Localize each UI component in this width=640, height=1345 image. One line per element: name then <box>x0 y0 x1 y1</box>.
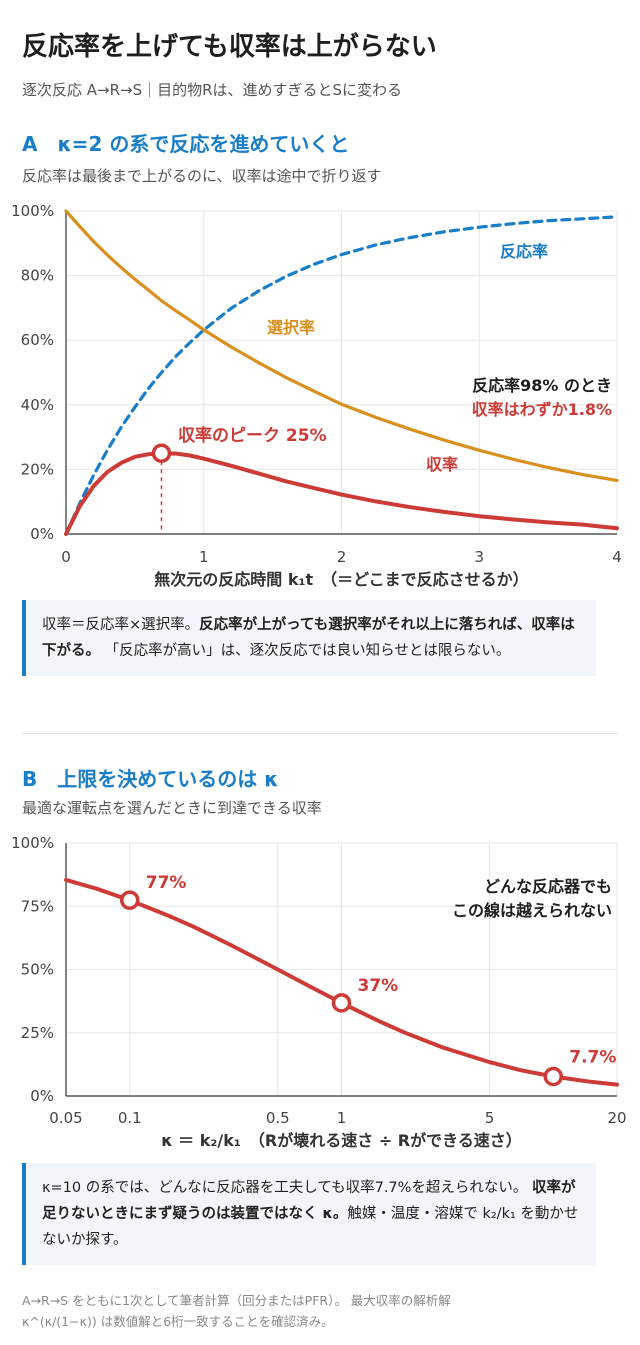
y-tick-label: 0% <box>30 525 54 543</box>
chart-a: 0% 20% 40% 60% 80% 100% 0 1 2 3 4 無次元の反応時間 k₁t （＝どこ… <box>11 202 622 589</box>
data-point-marker <box>543 1066 564 1087</box>
x-tick-label: 0.1 <box>118 1109 142 1127</box>
data-point-label: 77% <box>146 873 187 893</box>
x-tick-label: 1 <box>337 1109 347 1127</box>
y-tick-label: 75% <box>21 897 54 915</box>
label-yield: 収率 <box>426 455 458 474</box>
callout-line1: どんな反応器でも <box>484 877 612 896</box>
x-tick-label: 3 <box>474 548 484 566</box>
data-point-label: 37% <box>358 976 399 996</box>
x-axis-label: κ ＝ k₂/k₁ （Rが壊れる速さ ÷ Rができる速さ） <box>161 1131 522 1150</box>
peak-label: 収率のピーク 25% <box>178 425 327 446</box>
y-tick-label: 25% <box>21 1024 54 1042</box>
note-b-text3: 触媒・温度・溶媒で k₂/k₁ を動かせないか探す。 <box>42 1206 579 1248</box>
note-a-text3: 「反応率が高い」は、逐次反応では良い知らせとは限らない。 <box>104 643 511 659</box>
label-conversion: 反応率 <box>500 242 548 261</box>
section-b-heading: B 上限を決めているのは κ <box>22 767 279 791</box>
series-line-conversion <box>64 215 619 536</box>
callout-line2: 収率はわずか1.8% <box>472 400 612 419</box>
x-axis-label: 無次元の反応時間 k₁t （＝どこまで反応させるか） <box>154 570 528 589</box>
x-tick-label: 2 <box>337 548 347 566</box>
x-tick-label: 0 <box>61 548 71 566</box>
data-point-marker <box>331 993 352 1013</box>
page-subtitle: 逐次反応 A→R→S｜目的物Rは、進めすぎるとSに変わる <box>22 81 403 99</box>
y-tick-label: 100% <box>11 202 54 220</box>
chart-b: 0% 25% 50% 75% 100% 0.05 0.1 0.5 1 5 20 κ ＝ k₂/k₁ （… <box>11 834 626 1150</box>
callout-line2: この線は越えられない <box>452 901 612 920</box>
x-tick-label: 1 <box>199 548 209 566</box>
x-tick-label: 4 <box>612 548 622 566</box>
x-tick-label: 5 <box>485 1109 495 1127</box>
note-a-text2: 反応率が上がっても選択率がそれ以上に落ちれば、収率は下がる。 <box>42 617 575 659</box>
note-a: 収率＝反応率×選択率。反応率が上がっても選択率がそれ以上に落ちれば、収率は下がる… <box>22 600 596 676</box>
note-a-text1: 収率＝反応率×選択率。 <box>42 617 200 633</box>
y-tick-label: 40% <box>21 396 54 414</box>
section-divider <box>22 733 618 734</box>
series-line-selectivity <box>64 209 619 482</box>
data-point-label: 7.7% <box>569 1048 616 1068</box>
y-tick-label: 0% <box>30 1087 54 1105</box>
note-b: κ=10 の系では、どんなに反応器を工夫しても収率7.7%を超えられない。 収率… <box>22 1163 596 1265</box>
y-tick-label: 50% <box>21 961 54 979</box>
footer-line1: A→R→S をともに1次として筆者計算（回分またはPFR）。 最大収率の解析解 <box>22 1293 451 1308</box>
x-tick-label: 0.05 <box>49 1109 82 1127</box>
section-a-heading: A κ=2 の系で反応を進めていくと <box>22 132 350 156</box>
footer-line2: κ^(κ/(1−κ)) は数値解と6桁一致することを確認済み。 <box>22 1314 334 1329</box>
page-title: 反応率を上げても収率は上がらない <box>22 32 437 62</box>
y-tick-label: 20% <box>21 460 54 478</box>
note-b-text1: κ=10 の系では、どんなに反応器を工夫しても収率7.7%を超えられない。 <box>42 1180 528 1196</box>
note-b-text2: 収率が足りないときにまず疑うのは装置ではなく κ。 <box>42 1180 576 1222</box>
label-selectivity: 選択率 <box>267 318 315 337</box>
data-point-marker <box>119 890 140 910</box>
y-tick-label: 100% <box>11 834 54 852</box>
section-a-subheading: 反応率は最後まで上がるのに、収率は途中で折り返す <box>22 167 382 185</box>
x-tick-label: 0.5 <box>266 1109 290 1127</box>
series-line-yield <box>64 451 619 536</box>
y-tick-label: 80% <box>21 267 54 285</box>
y-tick-label: 60% <box>21 331 54 349</box>
x-tick-label: 20 <box>607 1109 626 1127</box>
section-b-subheading: 最適な運転点を選んだときに到達できる収率 <box>22 799 322 817</box>
callout-line1: 反応率98% のとき <box>472 376 612 395</box>
footer-note: A→R→S をともに1次として筆者計算（回分またはPFR）。 最大収率の解析解 … <box>22 1290 622 1332</box>
peak-marker <box>151 443 172 463</box>
